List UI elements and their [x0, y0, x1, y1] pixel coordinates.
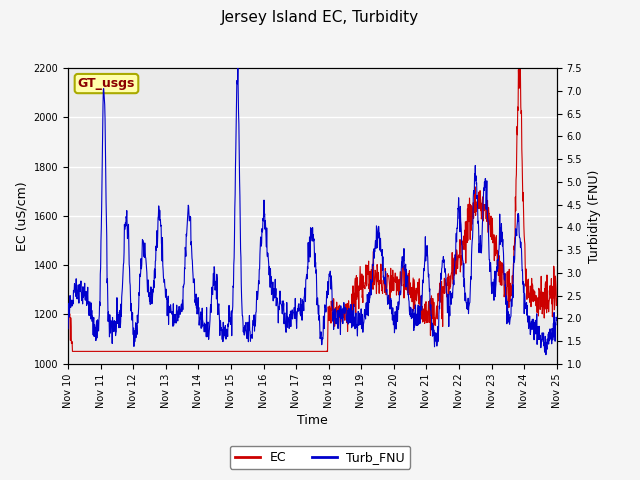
Y-axis label: Turbidity (FNU): Turbidity (FNU)	[588, 169, 600, 263]
X-axis label: Time: Time	[297, 414, 328, 427]
Text: Jersey Island EC, Turbidity: Jersey Island EC, Turbidity	[221, 10, 419, 24]
Legend: EC, Turb_FNU: EC, Turb_FNU	[230, 446, 410, 469]
Text: GT_usgs: GT_usgs	[78, 77, 135, 90]
Y-axis label: EC (uS/cm): EC (uS/cm)	[15, 181, 28, 251]
